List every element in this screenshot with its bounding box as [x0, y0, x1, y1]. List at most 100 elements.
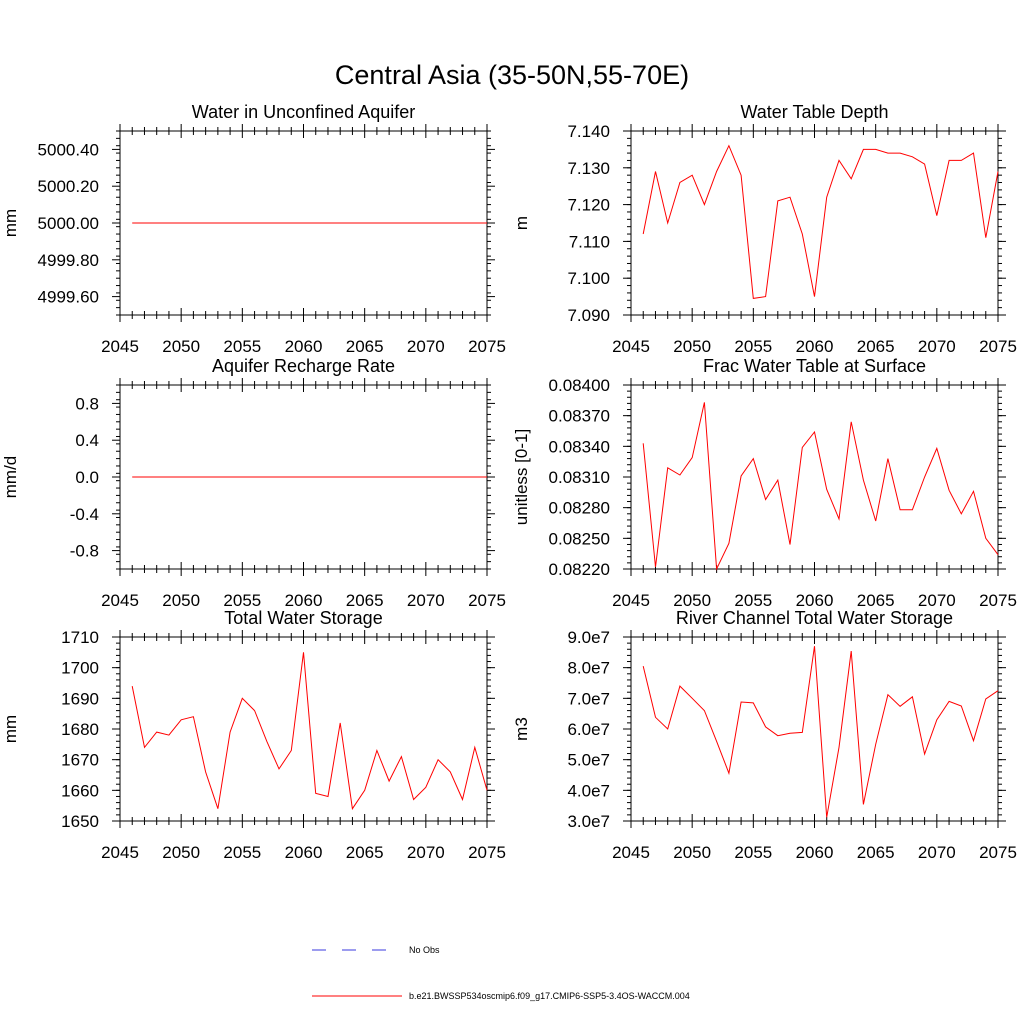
x-tick-label: 2050	[162, 337, 200, 356]
panel-1: Water in Unconfined Aquifer mm 2045 2050 205…	[1, 102, 506, 356]
y-tick-label: 4999.60	[38, 288, 99, 307]
y-tick-label: 0.08370	[549, 407, 610, 426]
series-line	[642, 646, 999, 818]
x-tick-label: 2060	[285, 843, 323, 862]
x-tick-label: 2045	[101, 591, 139, 610]
x-tick-label: 2045	[101, 337, 139, 356]
legend-no-obs-label: No Obs	[409, 945, 440, 955]
plot-frame	[630, 130, 999, 316]
y-tick-label: 7.140	[567, 122, 610, 141]
y-tick-label: 0.08280	[549, 499, 610, 518]
y-tick-label: 7.090	[567, 306, 610, 325]
x-tick-label: 2070	[918, 591, 956, 610]
legend-model-label: b.e21.BWSSP534oscmip6.f09_g17.CMIP6-SSP5…	[409, 991, 690, 1001]
y-tick-label: 1700	[61, 659, 99, 678]
x-tick-label: 2050	[673, 843, 711, 862]
x-tick-label: 2050	[162, 591, 200, 610]
panel-4: Frac Water Table at Surface unitless [0-1…	[512, 356, 1017, 610]
panel-title: River Channel Total Water Storage	[676, 608, 953, 628]
x-tick-label: 2055	[734, 843, 772, 862]
x-tick-label: 2070	[407, 843, 445, 862]
y-tick-label: 0.08220	[549, 560, 610, 579]
y-tick-label: 7.0e7	[567, 689, 610, 708]
y-tick-label: 3.0e7	[567, 812, 610, 831]
x-tick-label: 2065	[857, 591, 895, 610]
y-tick-label: 4.0e7	[567, 781, 610, 800]
figure-title: Central Asia (35-50N,55-70E)	[335, 60, 689, 90]
x-tick-label: 2050	[673, 591, 711, 610]
y-tick-label: 5.0e7	[567, 751, 610, 770]
y-tick-label: 9.0e7	[567, 628, 610, 647]
x-tick-label: 2060	[285, 337, 323, 356]
y-axis-label: mm/d	[1, 456, 20, 499]
y-tick-label: 7.120	[567, 196, 610, 215]
x-tick-label: 2075	[979, 843, 1017, 862]
y-tick-label: 1690	[61, 689, 99, 708]
x-tick-label: 2045	[612, 337, 650, 356]
panel-6: River Channel Total Water Storage m3 2045 2…	[512, 608, 1017, 862]
y-tick-label: -0.8	[70, 542, 99, 561]
y-tick-label: 1680	[61, 720, 99, 739]
x-tick-label: 2075	[979, 337, 1017, 356]
x-tick-label: 2050	[673, 337, 711, 356]
y-axis-label: unitless [0-1]	[512, 429, 531, 525]
series-line	[131, 652, 488, 811]
y-tick-label: 4999.80	[38, 251, 99, 270]
y-tick-label: 0.08400	[549, 376, 610, 395]
series-line	[642, 144, 999, 299]
x-tick-label: 2070	[407, 337, 445, 356]
y-tick-label: 1650	[61, 812, 99, 831]
panel-title: Water in Unconfined Aquifer	[192, 102, 415, 122]
panel-title: Total Water Storage	[224, 608, 382, 628]
legend: No Obs b.e21.BWSSP534oscmip6.f09_g17.CMI…	[312, 945, 690, 1001]
x-tick-label: 2065	[346, 337, 384, 356]
y-tick-label: 7.110	[569, 232, 610, 251]
y-tick-label: 7.130	[567, 159, 610, 178]
y-axis-label: mm	[1, 209, 20, 237]
y-tick-label: 6.0e7	[567, 720, 610, 739]
x-tick-label: 2075	[979, 591, 1017, 610]
x-tick-label: 2050	[162, 843, 200, 862]
x-tick-label: 2055	[223, 591, 261, 610]
x-tick-label: 2060	[285, 591, 323, 610]
y-tick-label: 0.8	[75, 394, 99, 413]
y-tick-label: 1710	[61, 628, 99, 647]
y-tick-label: 8.0e7	[567, 659, 610, 678]
y-tick-label: 0.08340	[549, 437, 610, 456]
x-tick-label: 2075	[468, 591, 506, 610]
x-tick-label: 2055	[223, 337, 261, 356]
x-tick-label: 2055	[223, 843, 261, 862]
x-tick-label: 2065	[857, 337, 895, 356]
x-tick-label: 2055	[734, 337, 772, 356]
x-tick-label: 2055	[734, 591, 772, 610]
y-axis-label: m3	[512, 717, 531, 741]
panel-3: Aquifer Recharge Rate mm/d 2045 2050 2055 206…	[1, 356, 506, 610]
y-tick-label: 0.08250	[549, 529, 610, 548]
x-tick-label: 2070	[407, 591, 445, 610]
plot-frame	[119, 636, 488, 822]
x-tick-label: 2065	[857, 843, 895, 862]
x-tick-label: 2065	[346, 843, 384, 862]
x-tick-label: 2060	[796, 337, 834, 356]
y-tick-label: 5000.20	[38, 177, 99, 196]
y-tick-label: 5000.00	[38, 214, 99, 233]
panel-title: Frac Water Table at Surface	[703, 356, 926, 376]
x-tick-label: 2045	[101, 843, 139, 862]
panel-title: Water Table Depth	[740, 102, 888, 122]
x-tick-label: 2075	[468, 337, 506, 356]
x-tick-label: 2075	[468, 843, 506, 862]
panels: Water in Unconfined Aquifer mm 2045 2050 205…	[1, 102, 1017, 862]
y-axis-label: mm	[1, 715, 20, 743]
plot-frame	[630, 384, 999, 570]
panel-2: Water Table Depth m 2045 2050 2055 2060 2065 20…	[512, 102, 1017, 356]
y-tick-label: 1660	[61, 781, 99, 800]
x-tick-label: 2070	[918, 843, 956, 862]
y-tick-label: 7.100	[567, 269, 610, 288]
y-tick-label: -0.4	[70, 505, 99, 524]
panel-title: Aquifer Recharge Rate	[212, 356, 395, 376]
panel-5: Total Water Storage mm 2045 2050 2055 2060 206…	[1, 608, 506, 862]
y-tick-label: 1670	[61, 751, 99, 770]
x-tick-label: 2065	[346, 591, 384, 610]
y-axis-label: m	[512, 216, 531, 230]
y-tick-label: 5000.40	[38, 140, 99, 159]
